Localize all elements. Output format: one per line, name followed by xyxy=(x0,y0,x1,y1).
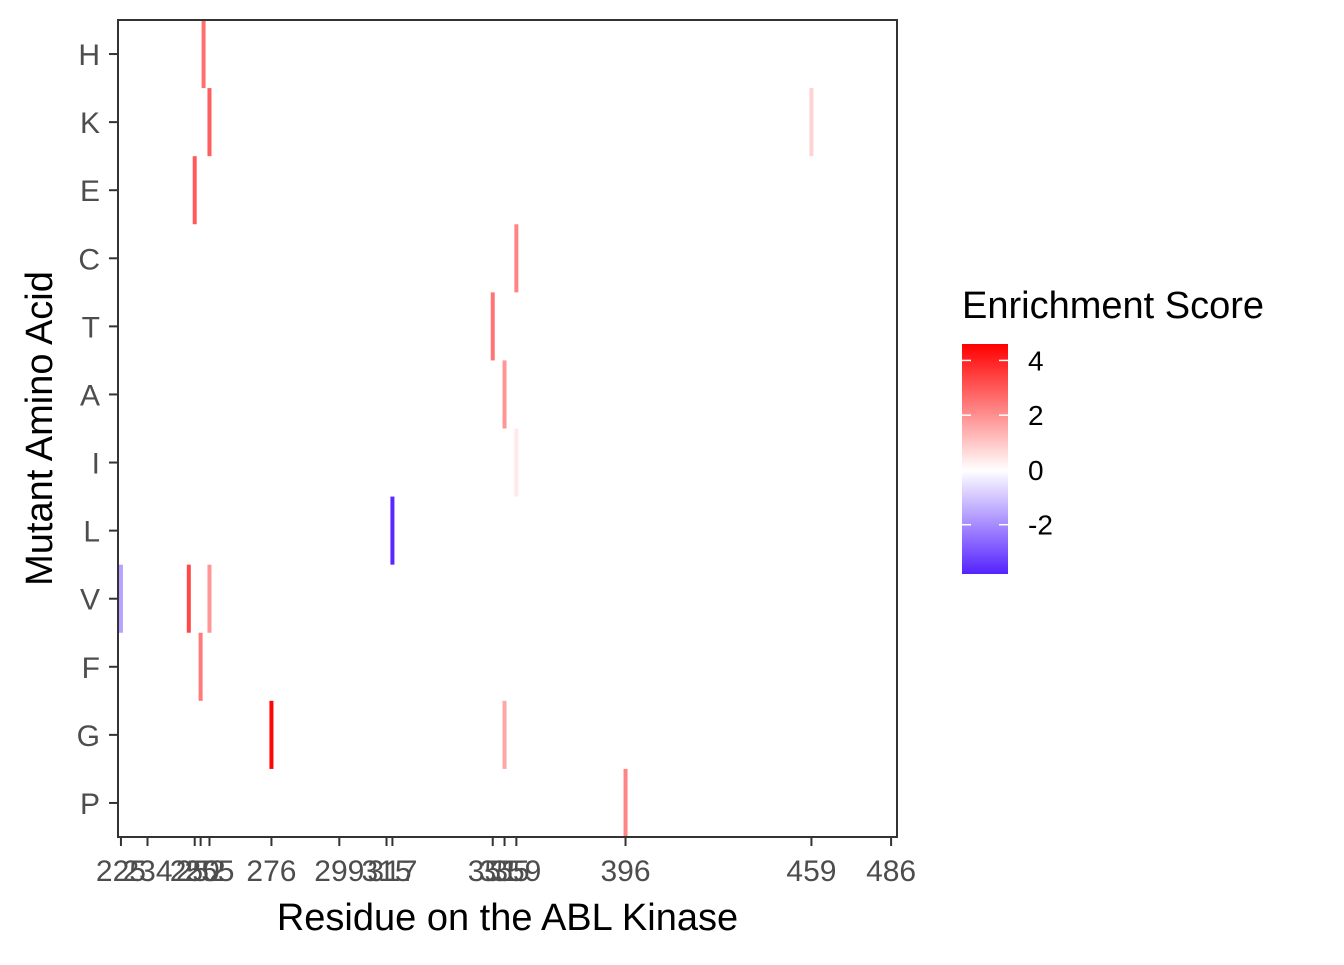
heatmap-cell-G-355 xyxy=(502,700,507,769)
y-tick-label-C: C xyxy=(78,243,100,276)
heatmap-cell-G-276 xyxy=(269,700,274,769)
x-tick-label-315: 315 xyxy=(361,855,411,888)
legend-tick-label--2: -2 xyxy=(1028,510,1053,541)
x-tick-label-234: 234 xyxy=(122,855,172,888)
y-tick-label-K: K xyxy=(80,107,100,140)
x-tick-label-359: 359 xyxy=(491,855,541,888)
heatmap-cell-T-351 xyxy=(490,292,495,361)
heatmap-cell-V-225 xyxy=(118,564,123,633)
x-tick-label-225: 225 xyxy=(96,855,146,888)
x-tick-label-486: 486 xyxy=(866,855,916,888)
heatmap-cell-K-255 xyxy=(207,88,212,157)
heatmap-cell-I-359 xyxy=(514,428,519,497)
heatmap-cell-V-248 xyxy=(186,564,191,633)
legend-tick-label-4: 4 xyxy=(1028,345,1044,376)
y-tick-label-T: T xyxy=(82,311,100,344)
y-tick-label-P: P xyxy=(80,788,100,821)
heatmap-cell-V-255 xyxy=(207,564,212,633)
legend-ticks: 4 2 0 -2 xyxy=(962,345,1053,541)
y-axis: H K E C T A I L V F G P xyxy=(77,39,118,821)
x-tick-label-355: 355 xyxy=(480,855,530,888)
color-legend: Enrichment Score 4 2 0 -2 xyxy=(962,285,1264,574)
legend-tick-label-2: 2 xyxy=(1028,400,1044,431)
heatmap-cell-A-355 xyxy=(502,360,507,429)
legend-title: Enrichment Score xyxy=(962,285,1264,327)
plot-panel-border xyxy=(117,19,898,838)
y-tick-label-I: I xyxy=(92,448,100,481)
x-tick-label-317: 317 xyxy=(367,855,417,888)
x-tick-label-459: 459 xyxy=(786,855,836,888)
x-tick-label-396: 396 xyxy=(600,855,650,888)
legend-tick-label-0: 0 xyxy=(1028,455,1044,486)
heatmap-cell-C-359 xyxy=(514,224,519,293)
plot-panel xyxy=(118,20,897,837)
x-tick-label-299: 299 xyxy=(314,855,364,888)
heatmap-cells xyxy=(118,20,814,837)
y-tick-label-A: A xyxy=(80,379,100,412)
y-tick-label-G: G xyxy=(77,720,100,753)
heatmap-cell-K-459 xyxy=(809,88,814,157)
legend-color-bar xyxy=(962,344,1008,574)
heatmap-cell-H-253 xyxy=(201,20,206,89)
heatmap-cell-F-252 xyxy=(198,632,203,701)
y-tick-label-H: H xyxy=(78,39,100,72)
x-tick-label-351: 351 xyxy=(468,855,518,888)
y-axis-title: Mutant Amino Acid xyxy=(19,271,61,586)
heatmap-cell-P-396 xyxy=(623,768,628,837)
x-tick-label-276: 276 xyxy=(246,855,296,888)
y-tick-label-E: E xyxy=(80,175,100,208)
y-tick-label-V: V xyxy=(80,584,100,617)
heatmap-cell-L-317 xyxy=(390,496,395,565)
x-tick-label-250: 250 xyxy=(170,855,220,888)
y-tick-label-F: F xyxy=(82,652,100,685)
y-tick-label-L: L xyxy=(83,516,100,549)
x-tick-label-255: 255 xyxy=(184,855,234,888)
x-tick-label-252: 252 xyxy=(176,855,226,888)
heatmap-cell-E-250 xyxy=(192,156,197,225)
x-axis-title: Residue on the ABL Kinase xyxy=(277,897,738,939)
